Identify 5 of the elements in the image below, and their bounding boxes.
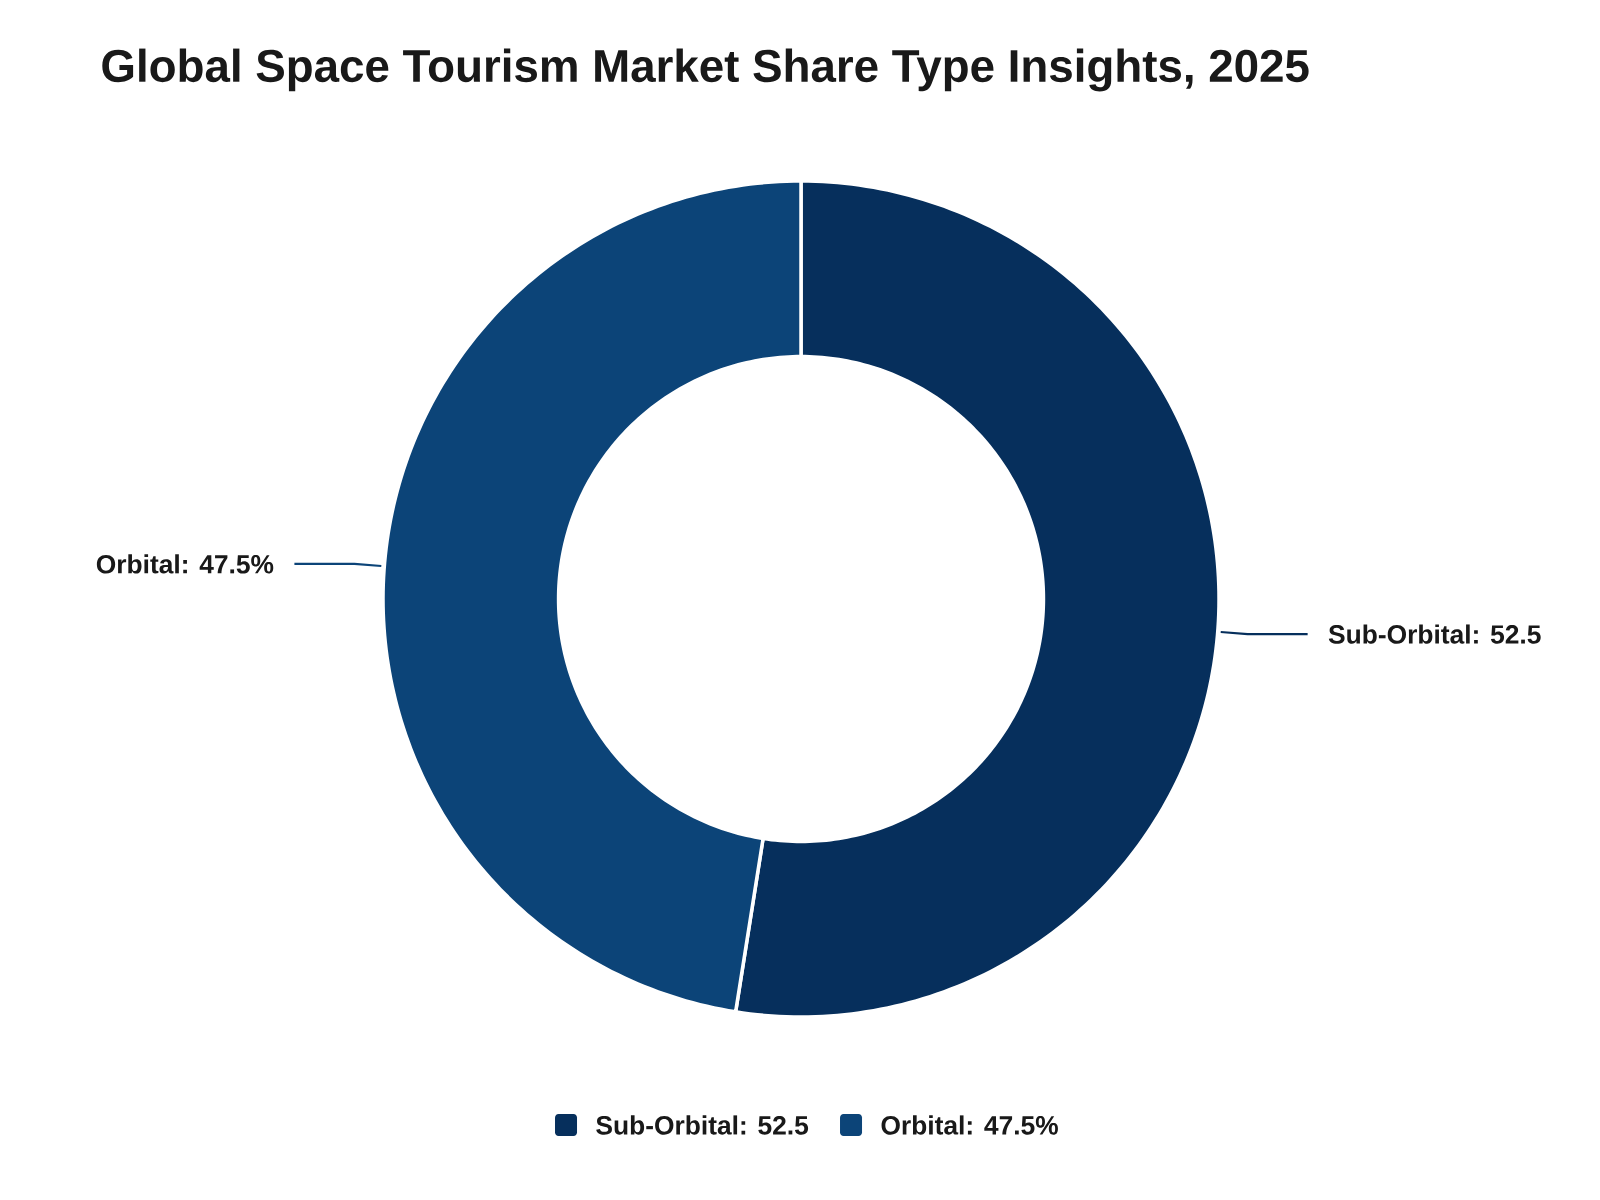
slice-label: Sub-Orbital: 52.5 [1328,624,1541,644]
slice-label: Orbital: 47.5% [96,554,274,574]
chart-title: Global Space Tourism Market Share Type Insights, 2025 [102,48,1309,92]
legend-label: Orbital: 47.5% [881,1115,1058,1135]
legend-label: Sub-Orbital: 52.5 [596,1115,809,1135]
